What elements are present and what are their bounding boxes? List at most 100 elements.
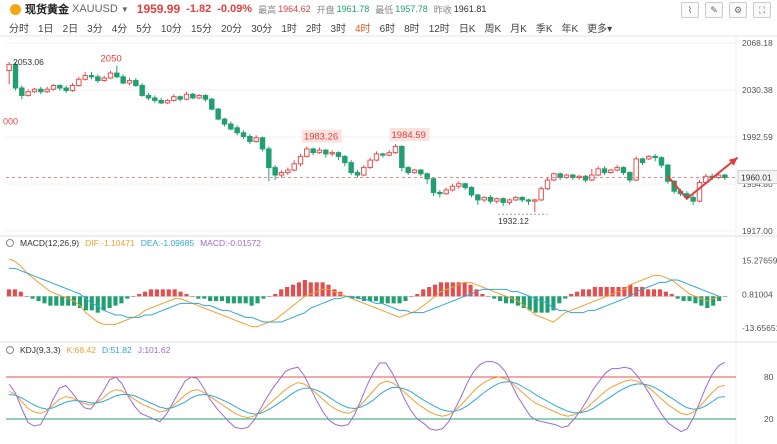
annotation-left: 000 [3, 117, 18, 127]
macd-hist-bar [30, 296, 35, 299]
macd-hist-bar [580, 289, 586, 297]
macd-hist-bar [107, 296, 112, 308]
candle-body [240, 132, 247, 137]
timeframe-13[interactable]: 4时 [355, 23, 371, 35]
macd-hist-bar [255, 296, 260, 304]
indicator-icon[interactable]: ⌇ [681, 2, 699, 18]
candle-body [209, 98, 215, 110]
macd-hist-bar [350, 296, 355, 299]
candle-body [31, 88, 38, 93]
timeframe-18[interactable]: 周K [484, 23, 502, 35]
candle-body [449, 185, 456, 191]
candle-body [722, 174, 728, 179]
kdj-tick-label: 80 [764, 372, 774, 382]
timeframe-19[interactable]: 月K [510, 23, 527, 35]
timeframe-1[interactable]: 1日 [38, 23, 54, 35]
candle-body [126, 80, 133, 84]
timeframe-0[interactable]: 分时 [9, 23, 29, 35]
macd-hist-bar [521, 296, 526, 308]
candle-body [291, 163, 297, 171]
candle-body [500, 198, 506, 203]
timeframe-22[interactable]: 更多▾ [587, 23, 613, 35]
macd-hist-bar [296, 282, 302, 297]
macd-hist-bar [54, 296, 59, 306]
macd-hist-bar [610, 287, 615, 297]
timeframe-11[interactable]: 2时 [305, 23, 322, 35]
draw-icon[interactable]: ✎ [705, 2, 723, 18]
candle-body [494, 198, 500, 202]
instrument-symbol[interactable]: XAUUSD [72, 3, 118, 15]
timeframe-5[interactable]: 5分 [136, 23, 152, 35]
macd-hist-bar [60, 296, 65, 306]
candle-body [247, 135, 253, 142]
candle-body [139, 85, 145, 96]
fullscreen-icon[interactable]: ⛶ [753, 2, 771, 18]
prev-close-value: 1961.81 [453, 4, 487, 14]
kdj-settings-icon[interactable] [6, 346, 14, 354]
kdj-d: D:51.82 [101, 345, 132, 355]
candle-body [525, 199, 532, 202]
open-label: 开盘 [316, 4, 335, 15]
high-value: 1964.62 [278, 4, 311, 14]
timeframe-15[interactable]: 8时 [404, 23, 420, 35]
price-change: -1.82 [186, 3, 212, 15]
macd-tick-label: 0.81004 [742, 289, 773, 299]
candle-body [196, 94, 202, 99]
macd-hist-bar [148, 289, 154, 297]
candle-body [443, 189, 449, 195]
timeframe-16[interactable]: 12时 [428, 23, 450, 35]
macd-hist-bar [231, 296, 236, 304]
macd-hist-bar [308, 282, 313, 297]
macd-hist-bar [397, 296, 402, 304]
timeframe-6[interactable]: 10分 [160, 23, 182, 35]
timeframe-4[interactable]: 4分 [111, 23, 128, 35]
timeframe-20[interactable]: 季K [535, 23, 553, 35]
candle-body [373, 153, 380, 161]
candle-body [595, 168, 601, 176]
timeframe-14[interactable]: 6时 [379, 23, 396, 35]
macd-hist-bar [184, 294, 189, 297]
macd-tick-label: 15.27659 [742, 256, 777, 266]
candle-body [266, 148, 272, 169]
candle-body [88, 75, 95, 78]
timeframe-12[interactable]: 3时 [330, 23, 346, 35]
annotation-1932: 1932.12 [498, 216, 529, 226]
candle-body [6, 63, 12, 72]
kdj-j: J:101.62 [137, 345, 171, 355]
candle-body [538, 188, 544, 201]
macd-hist-bar [545, 296, 550, 313]
timeframe-17[interactable]: 日K [458, 23, 476, 35]
candle-body [234, 127, 240, 134]
macd-hist-bar [332, 289, 337, 297]
timeframe-7[interactable]: 15分 [190, 23, 213, 35]
macd-hist-bar [249, 296, 254, 306]
candle-body [557, 173, 563, 179]
timeframe-21[interactable]: 年K [561, 23, 579, 35]
candle-body [323, 149, 329, 155]
macd-hist-bar [598, 287, 603, 297]
timeframe-8[interactable]: 20分 [221, 23, 243, 35]
macd-hist-bar [208, 296, 213, 301]
candle-body [12, 63, 19, 89]
instrument-name[interactable]: 现货黄金 [25, 4, 69, 16]
candle-body [171, 96, 177, 101]
macd-hist-bar [675, 296, 680, 299]
timeframe-3[interactable]: 3分 [87, 23, 103, 35]
macd-hist-bar [24, 296, 29, 297]
macd-settings-icon[interactable] [6, 239, 14, 247]
timeframe-2[interactable]: 2日 [62, 23, 79, 35]
timeframe-9[interactable]: 30分 [251, 23, 273, 35]
candle-body [614, 167, 620, 171]
symbol-dropdown-icon[interactable]: ▼ [120, 4, 129, 14]
macd-hist-bar [202, 296, 207, 299]
macd-hist-bar [119, 296, 124, 304]
candle-body [386, 152, 392, 156]
timeframe-10[interactable]: 1时 [281, 23, 297, 35]
candle-body [456, 183, 462, 187]
candle-body [532, 199, 538, 202]
macd-hist-bar [539, 296, 544, 313]
macd-hist-bar [427, 287, 432, 297]
candle-body [367, 159, 373, 169]
settings-icon[interactable]: ⚙ [729, 2, 747, 18]
